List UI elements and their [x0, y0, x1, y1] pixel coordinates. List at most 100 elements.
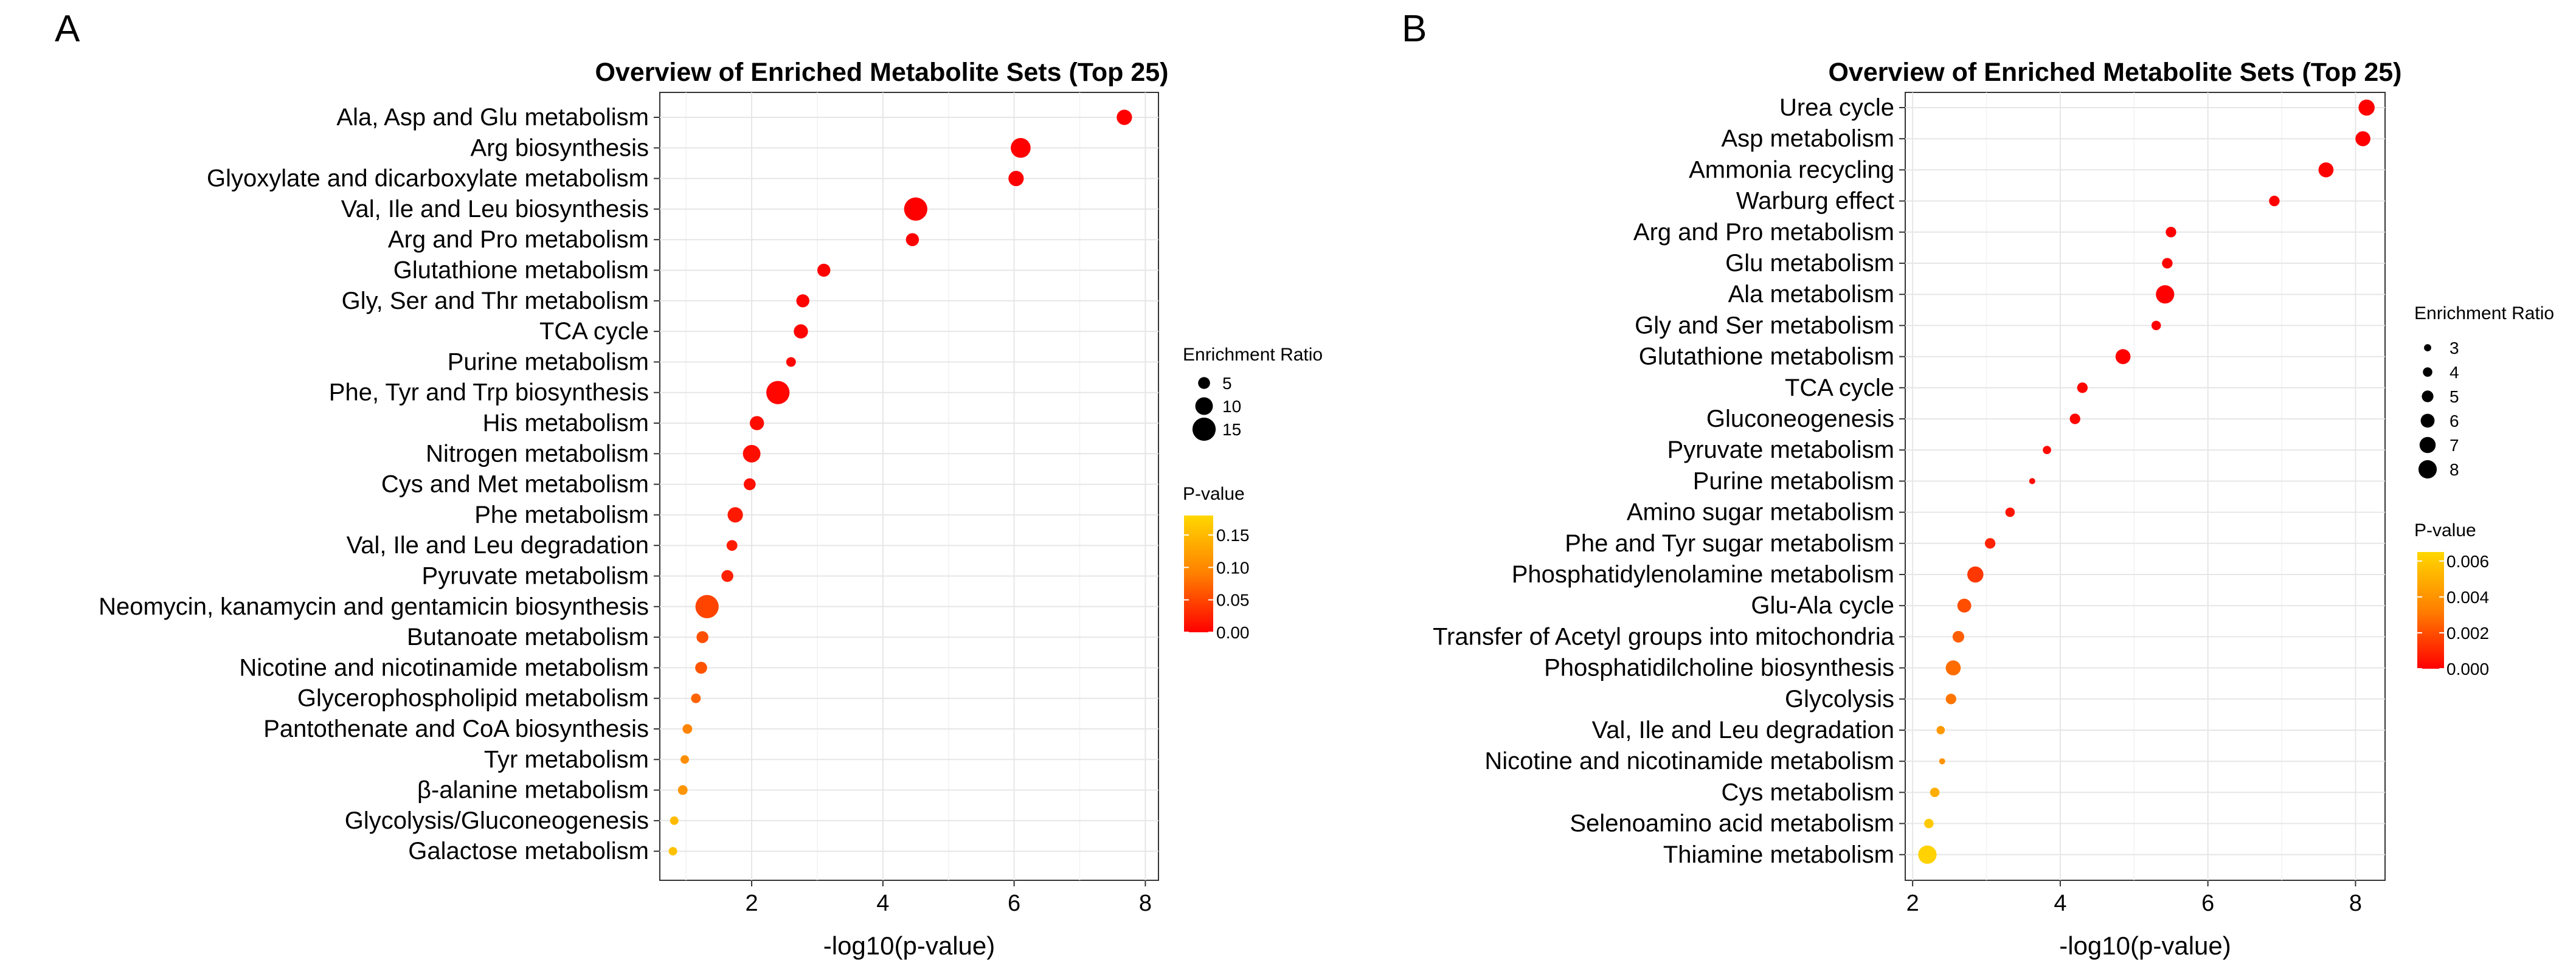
y-tick-label: Glutathione metabolism	[1639, 343, 1894, 370]
data-point	[727, 507, 743, 523]
color-legend-bar	[2417, 552, 2444, 669]
y-tick-label: Arg and Pro metabolism	[388, 226, 649, 253]
y-tick-label: Butanoate metabolism	[407, 624, 649, 650]
y-tick-label: Arg and Pro metabolism	[1633, 219, 1894, 246]
data-point	[1952, 630, 1964, 643]
y-tick-label: Galactose metabolism	[408, 838, 649, 864]
size-legend-circle	[2420, 413, 2435, 428]
y-tick-label: Phosphatidilcholine biosynthesis	[1544, 655, 1894, 682]
x-tick-label: 8	[1139, 891, 1152, 916]
size-legend-a: Enrichment Ratio 5 10 15	[1183, 345, 1323, 441]
y-tick-label: Purine metabolism	[1693, 468, 1894, 494]
data-point	[1984, 538, 1996, 549]
size-legend-circle	[2424, 344, 2431, 351]
color-legend-label: 0.004	[2446, 588, 2489, 607]
size-legend-circle	[1195, 397, 1213, 415]
y-tick-label: Urea cycle	[1779, 94, 1894, 121]
size-legend-title: Enrichment Ratio	[1183, 345, 1323, 365]
data-point	[817, 263, 831, 277]
data-point	[904, 197, 927, 221]
data-point	[1945, 660, 1961, 675]
size-legend-label: 15	[1222, 420, 1241, 439]
data-point	[905, 233, 919, 246]
data-point	[1936, 726, 1945, 734]
color-legend-label: 0.000	[2446, 660, 2489, 678]
data-points-b	[1918, 99, 2375, 864]
chart-panel-a: A Overview of Enriched Metabolite Sets (T…	[55, 8, 1323, 960]
data-point	[1918, 845, 1937, 864]
y-tick-label: Phe, Tyr and Trp biosynthesis	[329, 379, 649, 406]
data-point	[1939, 758, 1945, 765]
data-point	[2269, 195, 2280, 207]
size-legend-circle	[2419, 437, 2436, 454]
color-legend-label: 0.05	[1216, 591, 1250, 610]
y-tick-label: Nitrogen metabolism	[426, 440, 649, 467]
size-legend-label: 10	[1222, 397, 1241, 416]
x-tick-label: 2	[1906, 891, 1919, 916]
x-tick-label: 6	[1008, 891, 1020, 916]
data-point	[744, 478, 756, 491]
y-tick-label: Amino sugar metabolism	[1627, 499, 1894, 526]
x-tick-label: 6	[2201, 891, 2214, 916]
data-point	[1945, 694, 1956, 705]
y-tick-label: Tyr metabolism	[484, 746, 649, 773]
data-point	[726, 540, 738, 551]
size-legend-label: 6	[2450, 412, 2459, 430]
size-legend-label: 5	[1222, 374, 1232, 393]
size-legend-circle	[1192, 417, 1216, 441]
y-tick-label: Nicotine and nicotinamide metabolism	[239, 654, 649, 681]
y-tick-label: His metabolism	[483, 410, 649, 437]
data-point	[750, 416, 764, 430]
data-point	[786, 357, 796, 367]
y-tick-label: Pyruvate metabolism	[1667, 437, 1894, 463]
data-point	[2318, 162, 2334, 178]
data-point	[1011, 137, 1031, 158]
data-point	[680, 755, 689, 764]
data-points-a	[668, 109, 1132, 856]
y-tick-label: Thiamine metabolism	[1663, 841, 1894, 868]
y-tick-label: Val, Ile and Leu degradation	[1592, 717, 1894, 744]
y-tick-label: TCA cycle	[539, 318, 649, 345]
y-tick-label: Nicotine and nicotinamide metabolism	[1484, 748, 1894, 775]
y-tick-label: Neomycin, kanamycin and gentamicin biosy…	[99, 593, 649, 620]
y-tick-label: Phe metabolism	[474, 502, 649, 528]
panel-letter-b: B	[1402, 8, 1427, 50]
data-point	[1930, 787, 1940, 798]
size-legend-label: 7	[2450, 436, 2459, 455]
data-point	[2029, 478, 2035, 485]
x-axis-label-a: -log10(p-value)	[823, 931, 995, 960]
y-tick-label: Val, Ile and Leu biosynthesis	[341, 196, 649, 223]
data-point	[2077, 382, 2088, 393]
data-point	[695, 595, 719, 618]
y-tick-label: Glu metabolism	[1725, 250, 1894, 277]
y-tick-label: Glycerophospholipid metabolism	[297, 685, 649, 712]
data-point	[743, 444, 761, 463]
y-tick-label: Pyruvate metabolism	[422, 563, 649, 590]
y-tick-label: TCA cycle	[1785, 374, 1894, 401]
x-axis-label-b: -log10(p-value)	[2059, 931, 2231, 960]
y-tick-label: Purine metabolism	[448, 348, 649, 375]
size-legend-label: 5	[2450, 387, 2459, 406]
y-tick-label: Glutathione metabolism	[393, 257, 649, 284]
data-point	[794, 324, 808, 339]
size-legend-circle	[2418, 460, 2437, 479]
y-tick-label: Warburg effect	[1736, 188, 1894, 215]
y-tick-label: Glyoxylate and dicarboxylate metabolism	[207, 165, 649, 192]
data-point	[2166, 227, 2176, 238]
y-tick-label: Asp metabolism	[1721, 125, 1894, 152]
data-point	[668, 847, 677, 856]
data-point	[696, 631, 708, 643]
size-legend-circle	[2422, 390, 2434, 402]
data-point	[1957, 598, 1972, 613]
gridlines-b	[1905, 92, 2385, 880]
size-legend-label: 4	[2450, 363, 2459, 382]
data-point	[2156, 285, 2175, 304]
data-point	[796, 294, 809, 308]
y-tick-label: Glycolysis/Gluconeogenesis	[345, 807, 649, 834]
data-point	[1924, 818, 1934, 829]
y-tick-label: Val, Ile and Leu degradation	[347, 532, 649, 559]
y-tick-label: Transfer of Acetyl groups into mitochond…	[1433, 623, 1895, 650]
size-legend-label: 8	[2450, 460, 2459, 479]
data-point	[2005, 507, 2015, 517]
